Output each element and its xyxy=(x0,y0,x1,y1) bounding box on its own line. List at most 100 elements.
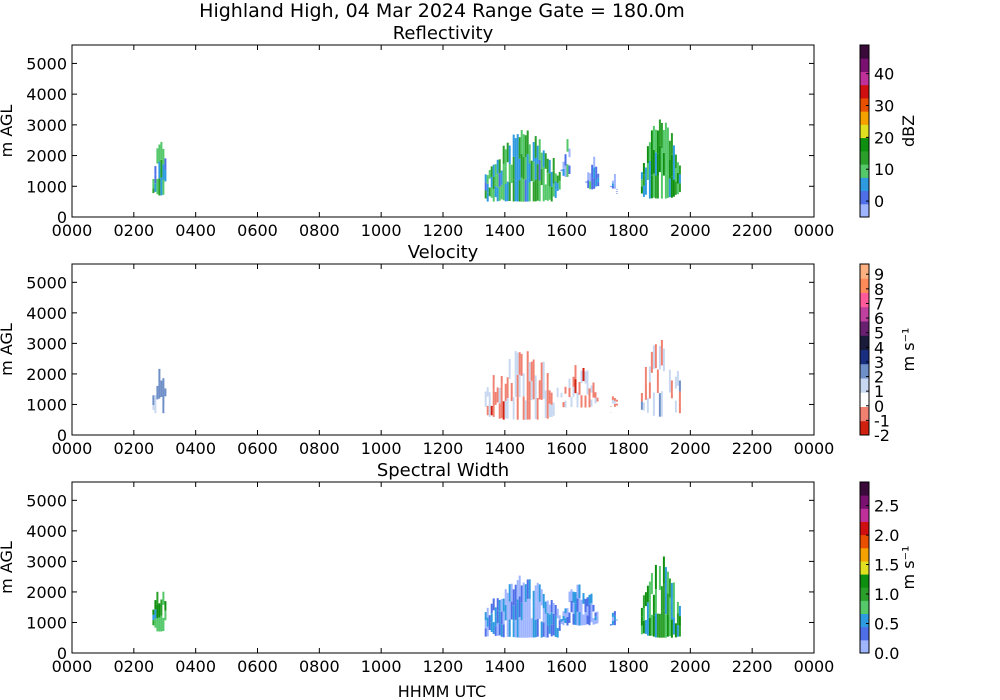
echo-cell xyxy=(615,191,618,192)
echo-cell xyxy=(508,619,511,637)
echo-cell xyxy=(162,164,165,180)
echo-cell xyxy=(536,164,539,183)
echo-cell xyxy=(672,617,675,635)
echo-cell xyxy=(160,397,163,414)
echo-cell xyxy=(587,172,590,181)
y-tick-label: 2000 xyxy=(26,583,67,602)
echo-cell xyxy=(562,620,565,626)
echo-cell xyxy=(154,395,157,405)
echo-cell xyxy=(594,392,597,398)
echo-cell xyxy=(156,605,159,619)
echo-cell xyxy=(546,373,549,389)
echo-cell xyxy=(564,613,567,619)
echo-cell xyxy=(506,181,509,202)
echo-cell xyxy=(582,593,585,604)
x-axis: 0000 0200 0400 0600 0800 1000 1200 1400 1600 1800… xyxy=(52,482,834,676)
echo-cell xyxy=(156,148,159,164)
colorbar-tick-label: 0.5 xyxy=(874,615,899,634)
echo-cell xyxy=(160,599,163,616)
echo-cell xyxy=(536,618,539,637)
echo-cell xyxy=(528,579,531,599)
x-tick-label: 1600 xyxy=(546,221,587,240)
echo-cell xyxy=(580,370,583,383)
echo-cell xyxy=(646,585,649,603)
echo-cell xyxy=(524,619,527,638)
echo-cell xyxy=(486,175,489,184)
y-tick-label: 1000 xyxy=(26,395,67,414)
echo-cell xyxy=(576,392,579,408)
echo-cell xyxy=(660,391,663,417)
echo-cell xyxy=(650,614,653,636)
echo-cell xyxy=(644,592,647,607)
echo-cell xyxy=(530,618,533,638)
echo-cell xyxy=(613,403,616,407)
echo-cell xyxy=(670,619,673,638)
echo-feature xyxy=(560,139,571,177)
echo-cell xyxy=(646,602,649,619)
echo-cell xyxy=(502,611,505,625)
echo-cell xyxy=(574,592,577,603)
plot-frame xyxy=(71,44,815,218)
echo-cell xyxy=(516,397,519,420)
echo-cell xyxy=(654,152,657,176)
echo-cell xyxy=(644,181,647,195)
echo-cell xyxy=(613,178,616,184)
x-tick-label: 2000 xyxy=(670,221,711,240)
echo-cell xyxy=(660,365,663,392)
echo-cell xyxy=(613,183,616,189)
echo-cell xyxy=(588,388,591,398)
x-tick-label: 1200 xyxy=(423,657,464,676)
echo-cell xyxy=(538,159,541,181)
echo-cell xyxy=(580,612,583,626)
y-tick-label: 3000 xyxy=(26,116,67,135)
echo-cell xyxy=(496,387,499,403)
echo-cell xyxy=(609,625,612,626)
echo-cell xyxy=(582,381,585,395)
echo-cell xyxy=(540,152,543,169)
echo-cell xyxy=(544,184,547,200)
echo-cell xyxy=(564,386,567,394)
echo-cell xyxy=(611,180,614,184)
panel-title: Velocity xyxy=(408,242,479,263)
echo-cell xyxy=(526,598,529,619)
echo-cell xyxy=(642,402,645,411)
echo-cell xyxy=(516,374,519,398)
echo-cell xyxy=(528,381,531,401)
echo-cell xyxy=(592,390,595,398)
echo-cell xyxy=(490,405,493,416)
echo-feature xyxy=(484,575,561,638)
echo-feature xyxy=(484,130,561,202)
x-tick-label: 1000 xyxy=(361,439,402,458)
echo-cell xyxy=(566,608,569,617)
echo-cell xyxy=(548,159,551,174)
x-tick-label: 2000 xyxy=(670,439,711,458)
echo-cell xyxy=(160,177,163,196)
x-tick-label: 2000 xyxy=(670,657,711,676)
colorbar-swatch xyxy=(860,547,869,562)
echo-cell xyxy=(498,187,501,201)
echo-cell xyxy=(548,390,551,404)
echo-cell xyxy=(488,391,491,401)
echo-cell xyxy=(672,599,675,618)
echo-cell xyxy=(595,166,598,174)
echo-cell xyxy=(508,182,511,201)
echo-cell xyxy=(670,133,673,155)
echo-cell xyxy=(156,385,159,400)
echo-cell xyxy=(524,361,527,381)
echo-cell xyxy=(498,623,501,636)
y-tick-label: 0 xyxy=(57,208,67,227)
colorbar-swatch xyxy=(860,177,869,192)
echo-cell xyxy=(534,179,537,202)
colorbar-swatch xyxy=(860,71,869,86)
echo-cell xyxy=(646,146,649,164)
echo-cell xyxy=(164,601,167,611)
echo-cell xyxy=(640,401,643,410)
echo-cell xyxy=(593,156,596,168)
echo-cell xyxy=(582,614,585,626)
echo-cell xyxy=(550,186,553,202)
echo-cell xyxy=(674,400,677,413)
x-tick-label: 0800 xyxy=(299,657,340,676)
echo-cell xyxy=(508,601,511,620)
echo-cell xyxy=(158,368,161,384)
